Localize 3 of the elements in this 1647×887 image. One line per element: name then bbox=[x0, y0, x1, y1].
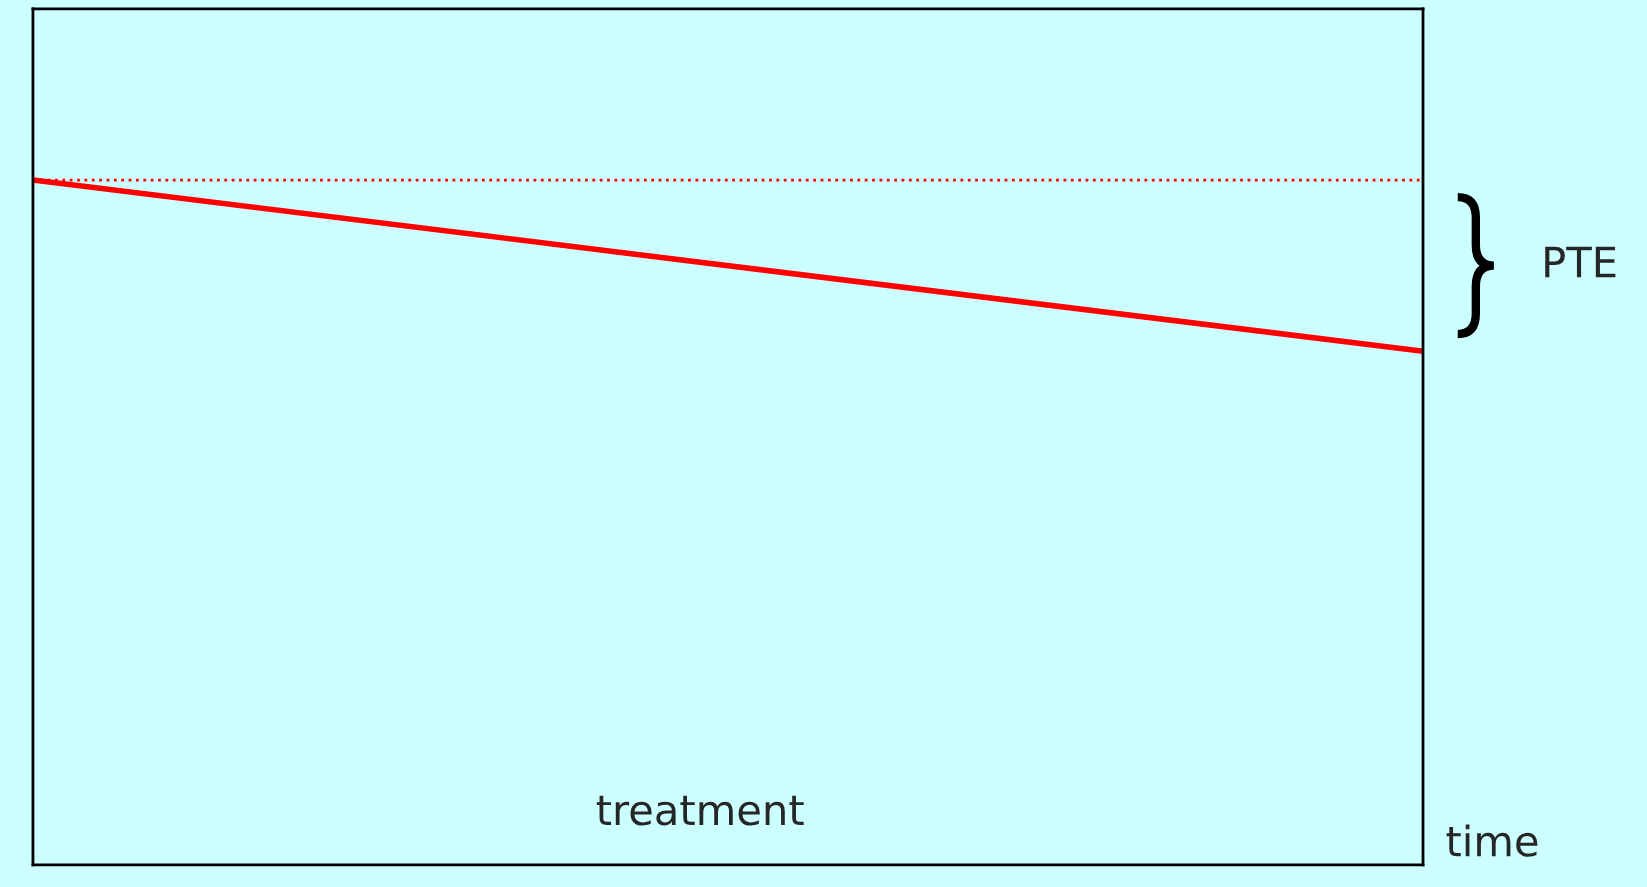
annotation: treatment bbox=[596, 795, 804, 826]
annotation: PTE bbox=[1545, 246, 1616, 278]
x-axis-title: time bbox=[1446, 824, 1538, 857]
